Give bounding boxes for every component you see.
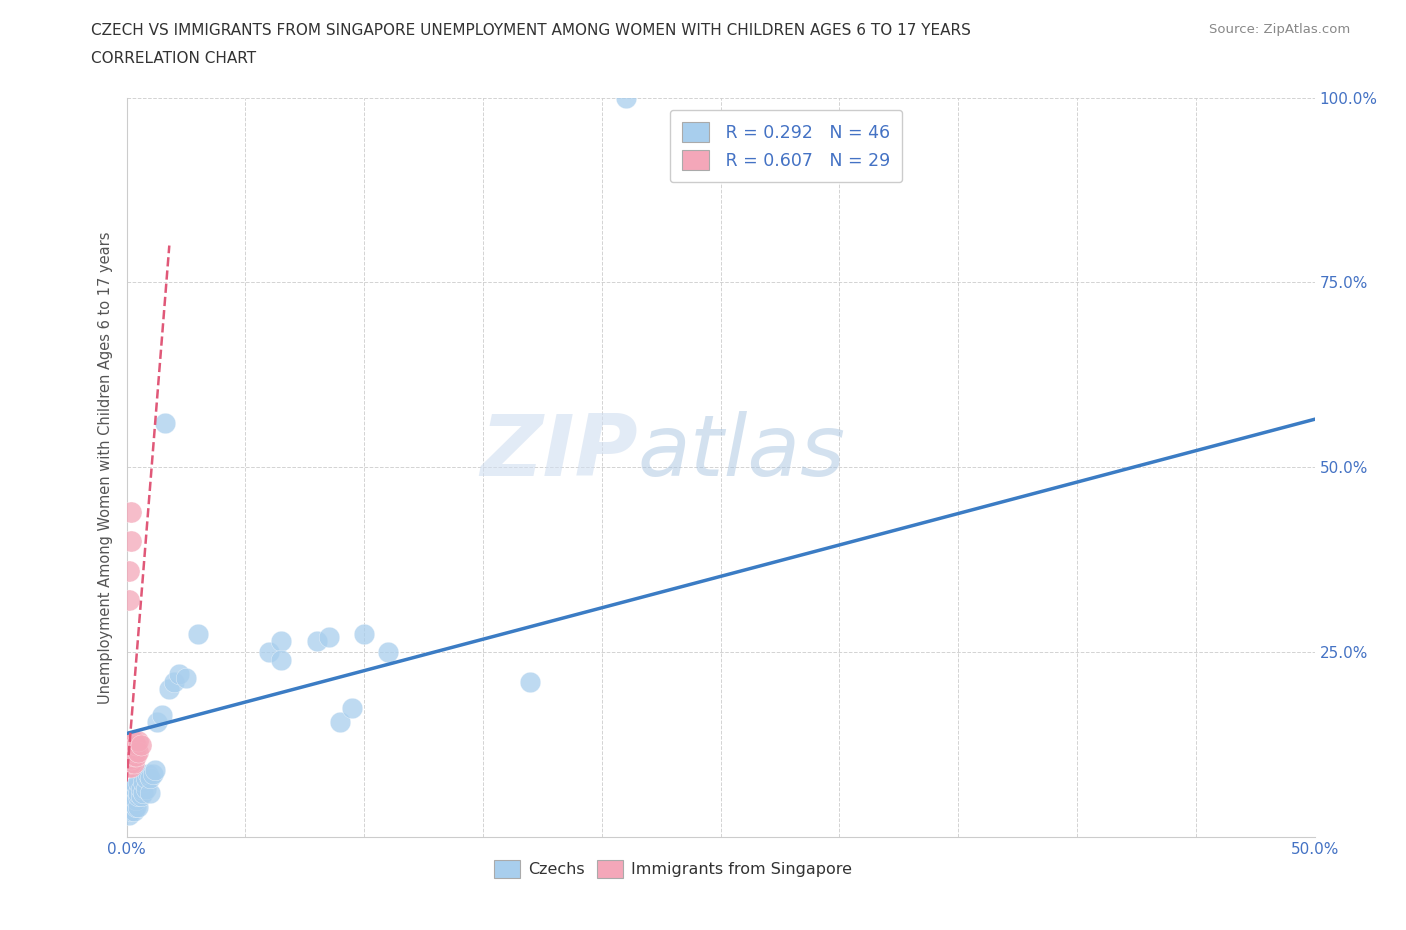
Point [139,785,162,800]
Point [125,800,148,815]
Point [122,734,145,749]
Point [120,792,142,807]
Point [122,755,145,770]
Point [519,674,541,689]
Point [122,749,145,764]
Point [120,785,142,800]
Point [127,734,149,749]
Point [120,755,142,770]
Point [125,737,148,752]
Point [167,667,190,682]
Point [129,789,152,804]
Point [127,789,149,804]
Point [120,759,142,774]
Legend: Czechs, Immigrants from Singapore: Czechs, Immigrants from Singapore [488,853,858,884]
Point [118,752,141,767]
Point [118,800,141,815]
Point [127,745,149,760]
Point [118,759,141,774]
Point [150,708,173,723]
Point [120,534,142,549]
Point [118,737,141,752]
Point [127,785,149,800]
Point [329,715,352,730]
Text: CZECH VS IMMIGRANTS FROM SINGAPORE UNEMPLOYMENT AMONG WOMEN WITH CHILDREN AGES 6: CZECH VS IMMIGRANTS FROM SINGAPORE UNEMP… [91,23,972,38]
Point [163,674,186,689]
Point [120,745,142,760]
Point [115,741,138,756]
Point [118,564,141,578]
Point [129,737,152,752]
Point [136,766,159,781]
Point [157,682,180,697]
Point [125,792,148,807]
Point [174,671,197,685]
Point [257,644,280,659]
Point [353,626,375,641]
Point [270,652,292,667]
Point [122,741,145,756]
Point [120,752,142,767]
Point [127,800,149,815]
Point [120,804,142,818]
Text: Source: ZipAtlas.com: Source: ZipAtlas.com [1209,23,1350,36]
Point [127,774,149,789]
Point [122,781,145,796]
Point [118,593,141,608]
Point [122,804,145,818]
Point [122,745,145,760]
Point [146,715,169,730]
Point [118,807,141,822]
Point [122,789,145,804]
Point [142,766,165,781]
Point [342,700,364,715]
Point [118,749,141,764]
Text: atlas: atlas [637,411,845,494]
Point [143,763,166,777]
Point [125,749,148,764]
Point [187,626,209,641]
Point [115,759,138,774]
Point [115,755,138,770]
Point [318,630,340,644]
Point [120,504,142,519]
Y-axis label: Unemployment Among Women with Children Ages 6 to 17 years: Unemployment Among Women with Children A… [98,231,114,704]
Point [377,644,399,659]
Point [118,755,141,770]
Point [118,734,141,749]
Point [153,416,176,431]
Point [270,633,292,648]
Point [132,774,155,789]
Point [305,633,328,648]
Point [132,785,155,800]
Point [135,781,157,796]
Point [614,90,637,105]
Point [129,781,152,796]
Text: CORRELATION CHART: CORRELATION CHART [91,51,256,66]
Point [139,770,162,785]
Point [135,770,157,785]
Point [125,777,148,792]
Point [115,745,138,760]
Text: ZIP: ZIP [479,411,637,494]
Point [118,741,141,756]
Point [122,796,145,811]
